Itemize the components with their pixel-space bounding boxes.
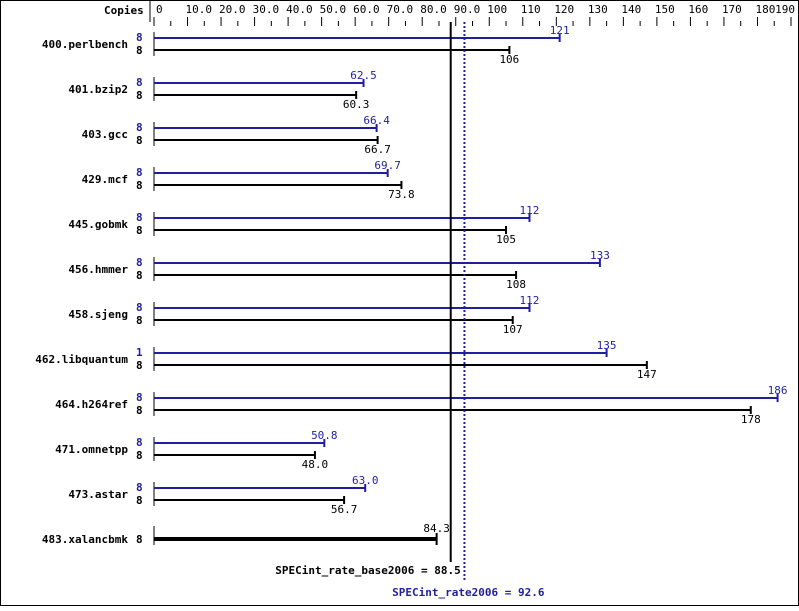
tick-label: 130 [588, 3, 608, 16]
benchmark-label: 429.mcf [82, 173, 128, 186]
peak-copies: 8 [136, 256, 143, 269]
peak-copies: 8 [136, 301, 143, 314]
peak-value-label: 69.7 [374, 159, 401, 172]
base-value-label: 147 [637, 368, 657, 381]
copies-header: Copies [104, 4, 144, 17]
benchmark-label: 403.gcc [82, 128, 128, 141]
base-copies: 8 [136, 44, 143, 57]
base-copies: 8 [136, 89, 143, 102]
tick-label: 90.0 [454, 3, 481, 16]
peak-value-label: 63.0 [352, 474, 379, 487]
benchmark-label: 471.omnetpp [55, 443, 128, 456]
peak-value-label: 112 [520, 294, 540, 307]
base-value-label: 106 [499, 53, 519, 66]
base-value-label: 107 [503, 323, 523, 336]
benchmark-label: 456.hmmer [68, 263, 128, 276]
benchmark-label: 464.h264ref [55, 398, 128, 411]
tick-label: 70.0 [387, 3, 414, 16]
tick-label: 0 [156, 3, 163, 16]
base-copies: 8 [136, 359, 143, 372]
peak-value-label: 135 [597, 339, 617, 352]
benchmark-label: 401.bzip2 [68, 83, 128, 96]
tick-label: 160 [688, 3, 708, 16]
base-copies: 8 [136, 494, 143, 507]
tick-label: 80.0 [420, 3, 447, 16]
tick-label: 40.0 [286, 3, 313, 16]
tick-label: 150 [655, 3, 675, 16]
peak-copies: 8 [136, 481, 143, 494]
tick-label: 10.0 [186, 3, 213, 16]
benchmark-label: 473.astar [68, 488, 128, 501]
tick-label: 170 [722, 3, 742, 16]
base-metric-label: SPECint_rate_base2006 = 88.5 [275, 564, 460, 577]
tick-label: 60.0 [353, 3, 380, 16]
benchmark-label: 483.xalancbmk [42, 533, 128, 546]
tick-label: 110 [521, 3, 541, 16]
base-value-label: 66.7 [364, 143, 391, 156]
base-value-label: 73.8 [388, 188, 415, 201]
peak-copies: 8 [136, 391, 143, 404]
peak-value-label: 62.5 [350, 69, 377, 82]
peak-copies: 8 [136, 76, 143, 89]
tick-label: 20.0 [219, 3, 246, 16]
benchmark-label: 445.gobmk [68, 218, 128, 231]
benchmark-label: 458.sjeng [68, 308, 128, 321]
tick-label: 120 [554, 3, 574, 16]
base-value-label: 105 [496, 233, 516, 246]
peak-value-label: 66.4 [363, 114, 390, 127]
base-copies: 8 [136, 533, 143, 546]
base-copies: 8 [136, 134, 143, 147]
peak-copies: 8 [136, 31, 143, 44]
tick-label: 190 [775, 3, 795, 16]
peak-value-label: 50.8 [311, 429, 338, 442]
peak-copies: 1 [136, 346, 143, 359]
base-value-label: 84.3 [423, 522, 450, 535]
base-copies: 8 [136, 314, 143, 327]
peak-value-label: 133 [590, 249, 610, 262]
benchmark-label: 400.perlbench [42, 38, 128, 51]
base-copies: 8 [136, 449, 143, 462]
peak-value-label: 186 [768, 384, 788, 397]
tick-label: 50.0 [320, 3, 347, 16]
peak-copies: 8 [136, 436, 143, 449]
tick-label: 180 [755, 3, 775, 16]
peak-copies: 8 [136, 166, 143, 179]
tick-label: 140 [621, 3, 641, 16]
base-copies: 8 [136, 404, 143, 417]
tick-label: 30.0 [253, 3, 280, 16]
peak-copies: 8 [136, 211, 143, 224]
benchmark-label: 462.libquantum [35, 353, 128, 366]
base-value-label: 178 [741, 413, 761, 426]
base-copies: 8 [136, 179, 143, 192]
base-copies: 8 [136, 269, 143, 282]
base-copies: 8 [136, 224, 143, 237]
peak-copies: 8 [136, 121, 143, 134]
tick-label: 100 [487, 3, 507, 16]
base-value-label: 48.0 [302, 458, 329, 471]
base-value-label: 60.3 [343, 98, 370, 111]
base-value-label: 108 [506, 278, 526, 291]
peak-metric-label: SPECint_rate2006 = 92.6 [392, 586, 545, 599]
peak-value-label: 112 [520, 204, 540, 217]
peak-value-label: 121 [550, 24, 570, 37]
base-value-label: 56.7 [331, 503, 358, 516]
